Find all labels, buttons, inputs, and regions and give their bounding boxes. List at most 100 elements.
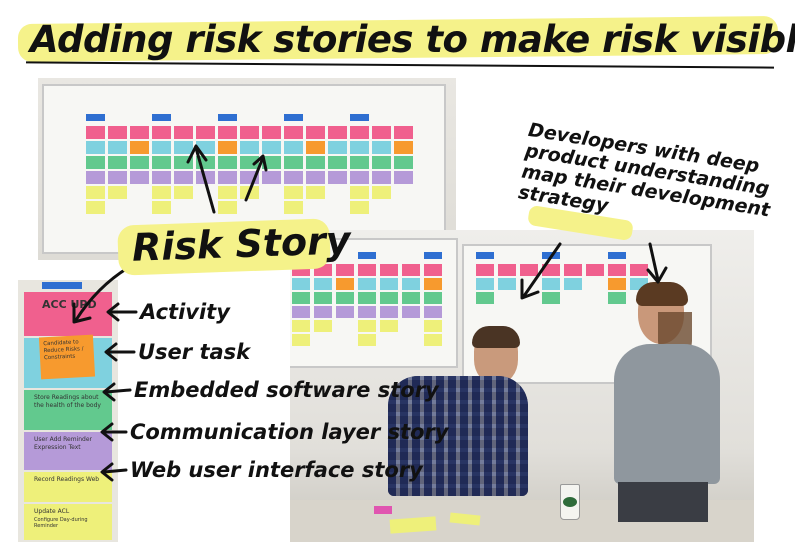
sticky-note <box>108 156 127 169</box>
label-communication-story: Communication layer story <box>130 420 449 444</box>
sticky-note <box>336 264 354 276</box>
sticky-note <box>424 320 442 332</box>
sticky-note <box>394 141 413 154</box>
sticky-note <box>262 171 281 184</box>
sticky-note <box>542 264 560 276</box>
sticky-note <box>130 141 149 154</box>
sticky-note <box>424 264 442 276</box>
sticky-note <box>152 156 171 169</box>
sticky-note <box>328 171 347 184</box>
arrow-risk-story-1 <box>194 146 216 214</box>
sticky-note <box>314 292 332 304</box>
sticky-note <box>262 126 281 139</box>
sticky-note <box>564 278 582 290</box>
communication-story-note: User Add Reminder Expression Text <box>24 432 112 470</box>
sticky-note <box>358 306 376 318</box>
sticky-note <box>130 156 149 169</box>
sticky-note <box>284 141 303 154</box>
label-activity: Activity <box>140 300 230 324</box>
sticky-note <box>86 186 105 199</box>
sticky-note <box>328 141 347 154</box>
sticky-note <box>240 156 259 169</box>
sticky-note <box>108 171 127 184</box>
developer-plaid-shirt <box>378 326 528 520</box>
sticky-note <box>394 126 413 139</box>
sticky-note <box>86 171 105 184</box>
arrow-developers-2 <box>648 242 660 282</box>
sticky-note <box>306 171 325 184</box>
story-map-closeup: ACC UPD Candidate to Reduce Risks / Cons… <box>18 280 118 542</box>
arrow-developers-1 <box>522 242 562 298</box>
page-title: Adding risk stories to make risk visible <box>30 18 795 61</box>
sticky-note <box>218 141 237 154</box>
sticky-note <box>86 141 105 154</box>
sticky-note <box>284 171 303 184</box>
sticky-note <box>424 334 442 346</box>
sticky-note <box>520 264 538 276</box>
sticky-note <box>314 306 332 318</box>
sticky-note <box>358 334 376 346</box>
sticky-note <box>174 171 193 184</box>
sticky-note <box>358 264 376 276</box>
sticky-note <box>476 278 494 290</box>
web-ui-story-note-2: Update ACL Configure Day-during Reminder <box>24 504 112 540</box>
sticky-note <box>174 186 193 199</box>
sticky-note <box>328 126 347 139</box>
sticky-note <box>86 201 105 214</box>
sticky-note <box>240 141 259 154</box>
sticky-note <box>130 126 149 139</box>
sticky-note <box>306 141 325 154</box>
sticky-note <box>350 171 369 184</box>
label-user-task: User task <box>138 340 251 364</box>
sticky-note <box>284 156 303 169</box>
sticky-note <box>402 264 420 276</box>
sticky-note <box>292 334 310 346</box>
web-ui-story-note: Record Readings Web <box>24 472 112 502</box>
sticky-note <box>152 141 171 154</box>
sticky-note <box>152 201 171 214</box>
sticky-note <box>350 186 369 199</box>
sticky-note <box>394 156 413 169</box>
sticky-note <box>336 292 354 304</box>
sticky-note <box>218 171 237 184</box>
sticky-note <box>218 156 237 169</box>
sticky-note <box>564 264 582 276</box>
sticky-note <box>174 126 193 139</box>
sticky-note <box>292 320 310 332</box>
arrow-web-ui <box>102 468 128 474</box>
sticky-note <box>542 292 560 304</box>
sticky-note <box>630 264 648 276</box>
sticky-note <box>218 186 237 199</box>
sticky-note <box>372 141 391 154</box>
sticky-note <box>306 156 325 169</box>
sticky-note <box>350 156 369 169</box>
sticky-note <box>86 156 105 169</box>
sticky-note <box>358 278 376 290</box>
sticky-note <box>380 264 398 276</box>
sticky-note <box>218 201 237 214</box>
sticky-note <box>380 278 398 290</box>
sticky-note <box>380 306 398 318</box>
sticky-note <box>262 141 281 154</box>
sticky-note <box>372 171 391 184</box>
sticky-note <box>350 126 369 139</box>
sticky-note <box>328 156 347 169</box>
sticky-note <box>306 186 325 199</box>
sticky-note <box>424 278 442 290</box>
sticky-note <box>424 306 442 318</box>
coffee-cup <box>560 484 580 520</box>
sticky-note <box>586 264 604 276</box>
sticky-note <box>350 201 369 214</box>
sticky-note <box>350 141 369 154</box>
sticky-note <box>402 292 420 304</box>
sticky-note <box>608 278 626 290</box>
sticky-note <box>292 278 310 290</box>
embedded-story-note: Store Readings about the health of the b… <box>24 390 112 430</box>
sticky-note <box>424 292 442 304</box>
risk-story-label: Risk Story <box>131 218 352 270</box>
label-embedded-story: Embedded software story <box>134 378 439 402</box>
sticky-note <box>542 278 560 290</box>
sticky-note <box>476 264 494 276</box>
sticky-note <box>498 278 516 290</box>
sticky-note <box>174 141 193 154</box>
